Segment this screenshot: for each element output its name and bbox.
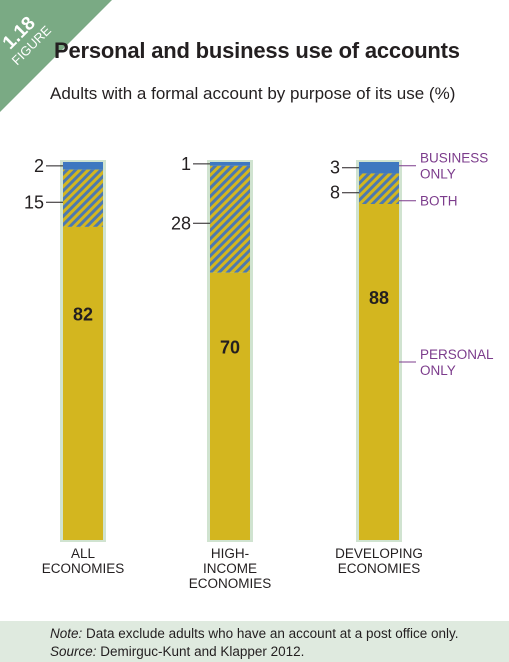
source-text: Demirguc-Kunt and Klapper 2012.: [96, 643, 305, 659]
category-label: ALL: [71, 546, 96, 561]
chart-subtitle: Adults with a formal account by purpose …: [50, 84, 456, 103]
value-label-personal-only: 88: [369, 288, 389, 308]
category-label: ECONOMIES: [42, 561, 125, 576]
note-line: Note: Data exclude adults who have an ac…: [50, 625, 509, 643]
value-label-both: 15: [24, 192, 44, 212]
figure-badge: 1.18 FIGURE: [0, 0, 112, 112]
legend-label-business-only: BUSINESS: [420, 151, 488, 166]
legend-label-personal-only: ONLY: [420, 363, 456, 378]
value-label-both: 28: [171, 213, 191, 233]
bar-segment-both: [210, 165, 250, 273]
notes-panel: Note: Data exclude adults who have an ac…: [0, 621, 509, 662]
legend-label-both: BOTH: [420, 194, 458, 209]
value-label-business-only: 2: [34, 156, 44, 176]
note-text: Data exclude adults who have an account …: [82, 626, 459, 641]
legend-label-business-only: ONLY: [420, 167, 456, 182]
value-label-business-only: 3: [330, 158, 340, 178]
category-label: HIGH-: [211, 546, 249, 561]
value-label-business-only: 1: [181, 154, 191, 174]
value-label-personal-only: 82: [73, 305, 93, 325]
bar-segment-business-only: [210, 162, 250, 166]
legend-label-personal-only: PERSONAL: [420, 347, 494, 362]
category-label: ECONOMIES: [338, 561, 421, 576]
bar-segment-both: [63, 169, 103, 227]
category-label: ECONOMIES: [189, 576, 272, 591]
bar-segment-personal-only: [359, 204, 399, 540]
category-label: DEVELOPING: [335, 546, 423, 561]
source-label: Source:: [50, 643, 97, 659]
figure-badge-triangle: [0, 0, 112, 112]
source-line: Source: Demirguc-Kunt and Klapper 2012.: [50, 643, 509, 661]
note-label: Note:: [50, 626, 83, 641]
bar-segment-personal-only: [210, 272, 250, 540]
value-label-personal-only: 70: [220, 338, 240, 358]
bar-segment-business-only: [359, 162, 399, 174]
bar-segment-both: [359, 173, 399, 204]
bar-segment-personal-only: [63, 226, 103, 540]
chart-title: Personal and business use of accounts: [54, 38, 460, 63]
value-label-both: 8: [330, 183, 340, 203]
stacked-bar-chart: 21582ALLECONOMIES12870HIGH-INCOMEECONOMI…: [24, 151, 494, 591]
bar-segment-business-only: [63, 162, 103, 170]
category-label: INCOME: [203, 561, 257, 576]
